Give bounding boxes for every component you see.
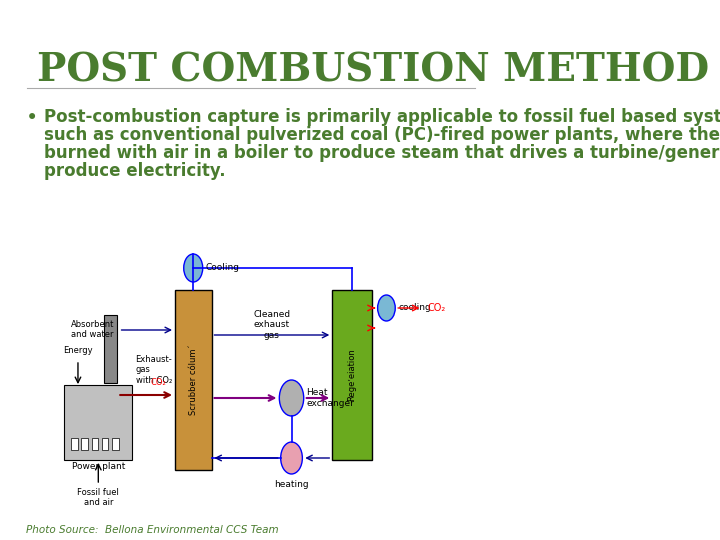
Circle shape	[377, 295, 395, 321]
Text: Scrubber cólum´: Scrubber cólum´	[189, 345, 198, 415]
Text: cooling: cooling	[399, 303, 431, 313]
Text: Energy: Energy	[63, 346, 93, 355]
FancyBboxPatch shape	[71, 438, 78, 450]
Text: produce electricity.: produce electricity.	[44, 162, 225, 180]
FancyBboxPatch shape	[175, 290, 212, 470]
Text: •: •	[26, 108, 38, 128]
Text: Power plant: Power plant	[71, 462, 125, 471]
FancyBboxPatch shape	[91, 438, 99, 450]
Text: Regeʼeiation: Regeʼeiation	[347, 349, 356, 401]
FancyBboxPatch shape	[102, 438, 109, 450]
Text: Photo Source:  Bellona Environmental CCS Team: Photo Source: Bellona Environmental CCS …	[26, 525, 279, 535]
Text: heating: heating	[274, 480, 309, 489]
FancyBboxPatch shape	[112, 438, 119, 450]
FancyBboxPatch shape	[81, 438, 88, 450]
Text: Absorbent
and water: Absorbent and water	[71, 320, 114, 340]
Text: POST COMBUSTION METHOD: POST COMBUSTION METHOD	[37, 52, 709, 90]
Text: Post-combustion capture is primarily applicable to fossil fuel based systems: Post-combustion capture is primarily app…	[44, 108, 720, 126]
Text: CO₂: CO₂	[150, 378, 166, 387]
Text: Cooling: Cooling	[205, 264, 240, 273]
Text: Exhaust-
gas
with CO₂: Exhaust- gas with CO₂	[135, 355, 172, 385]
FancyBboxPatch shape	[104, 315, 117, 383]
Circle shape	[279, 380, 304, 416]
Text: Heat
exchanger: Heat exchanger	[307, 388, 354, 408]
Text: Fossil fuel
and air: Fossil fuel and air	[77, 488, 120, 508]
Circle shape	[281, 442, 302, 474]
Text: Cleaned
exhaust
gas: Cleaned exhaust gas	[253, 310, 290, 340]
Text: CO₂: CO₂	[427, 303, 446, 313]
Text: burned with air in a boiler to produce steam that drives a turbine/generator to: burned with air in a boiler to produce s…	[44, 144, 720, 162]
Text: such as conventional pulverized coal (PC)-fired power plants, where the fuel is: such as conventional pulverized coal (PC…	[44, 126, 720, 144]
FancyBboxPatch shape	[332, 290, 372, 460]
FancyBboxPatch shape	[64, 385, 132, 460]
Circle shape	[184, 254, 203, 282]
